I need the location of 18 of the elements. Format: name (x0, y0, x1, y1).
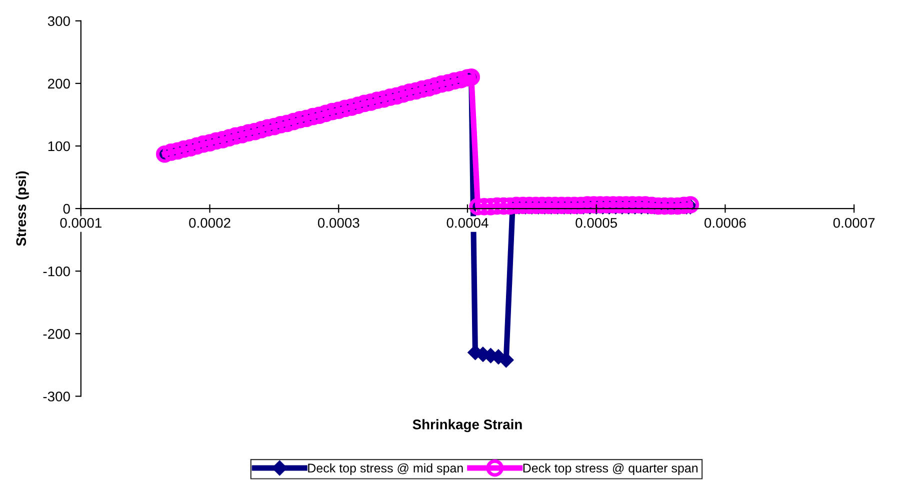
x-tick-label: 0.0003 (318, 218, 360, 228)
y-tick-label: 300 (48, 16, 70, 26)
x-tick-label: 0.0004 (446, 218, 488, 228)
x-tick-label: 0.0006 (704, 218, 746, 228)
y-tick-label: 100 (48, 141, 70, 152)
y-tick-label: -100 (43, 266, 70, 276)
y-tick-label: 200 (48, 78, 70, 89)
x-tick-label: 0.0005 (576, 218, 617, 228)
x-tick-label: 0.0002 (189, 218, 230, 228)
x-tick-label: 0.0007 (833, 218, 875, 228)
legend-label: Deck top stress @ mid span (308, 463, 463, 475)
x-axis-title: Shrinkage Strain (412, 419, 522, 432)
legend-label: Deck top stress @ quarter span (523, 463, 698, 475)
y-tick-label: -300 (43, 392, 70, 402)
y-tick-label: -200 (43, 329, 70, 339)
y-axis-title: Stress (psi) (16, 171, 29, 246)
y-tick-label: 0 (63, 204, 70, 214)
x-tick-label: 0.0001 (60, 218, 102, 228)
